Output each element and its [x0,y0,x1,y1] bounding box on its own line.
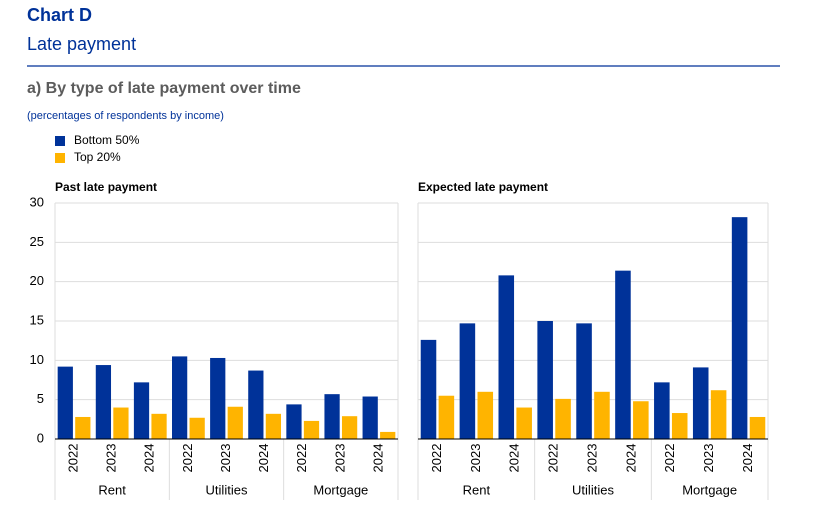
bar [341,416,358,439]
x-tick-label: 2022 [294,444,309,473]
bar [362,396,378,439]
bar [75,416,91,439]
x-tick-label: 2024 [142,444,157,473]
x-tick-label: 2024 [623,444,638,473]
x-tick-label: 2022 [429,444,444,473]
y-tick-label: 20 [30,273,44,288]
group-label: Utilities [206,482,248,497]
x-tick-label: 2024 [507,444,522,473]
bar [151,413,167,439]
bar [692,367,709,439]
page-title: Chart D [27,5,92,25]
x-tick-label: 2024 [740,444,755,473]
bar [172,356,188,439]
bar [537,321,553,439]
bar [576,323,592,439]
bar [248,370,264,439]
bar [380,431,396,439]
x-tick-label: 2022 [180,444,195,473]
group-label: Mortgage [313,482,368,497]
y-tick-label: 0 [37,430,44,445]
legend-swatch [55,153,65,163]
legend-label: Top 20% [74,150,121,164]
x-tick-label: 2024 [370,444,385,473]
bar [210,357,226,439]
bar [615,270,631,439]
bar [594,391,610,439]
bar [227,406,243,439]
bar [324,394,340,439]
bar [749,416,766,439]
bar [516,407,532,439]
bar [633,401,649,439]
bar [189,417,205,439]
x-tick-label: 2023 [701,444,716,473]
bar [133,382,150,439]
x-tick-label: 2023 [332,444,347,473]
legend-swatch [55,136,65,146]
bar [57,366,73,439]
bar [498,275,515,439]
y-tick-label: 10 [30,352,44,367]
group-label: Rent [463,482,491,497]
bar [654,382,670,439]
bar [731,217,748,439]
group-label: Rent [98,482,126,497]
bar [459,323,476,439]
bar [420,339,437,439]
y-tick-label: 5 [37,391,44,406]
group-label: Mortgage [682,482,737,497]
bar [113,407,129,439]
page-subtitle: Late payment [27,34,136,54]
legend-label: Bottom 50% [74,133,140,147]
bar [286,404,302,439]
panel-title: Expected late payment [418,180,548,194]
bar [710,390,727,439]
bar [555,398,571,439]
bar [265,413,281,439]
y-tick-label: 30 [30,194,44,209]
bar [438,395,455,439]
x-tick-label: 2024 [256,444,271,473]
group-label: Utilities [572,482,614,497]
section-title: a) By type of late payment over time [27,80,301,97]
x-tick-label: 2023 [468,444,483,473]
y-tick-label: 25 [30,234,44,249]
bar [95,365,112,439]
bar [477,391,494,439]
bar [671,413,688,439]
x-tick-label: 2022 [65,444,80,473]
panel-title: Past late payment [55,180,157,194]
x-tick-label: 2022 [662,444,677,473]
x-tick-label: 2022 [546,444,561,473]
x-tick-label: 2023 [218,444,233,473]
x-tick-label: 2023 [104,444,119,473]
x-tick-label: 2023 [584,444,599,473]
y-tick-label: 15 [30,312,44,327]
bar [303,420,320,439]
units-note: (percentages of respondents by income) [27,110,224,122]
